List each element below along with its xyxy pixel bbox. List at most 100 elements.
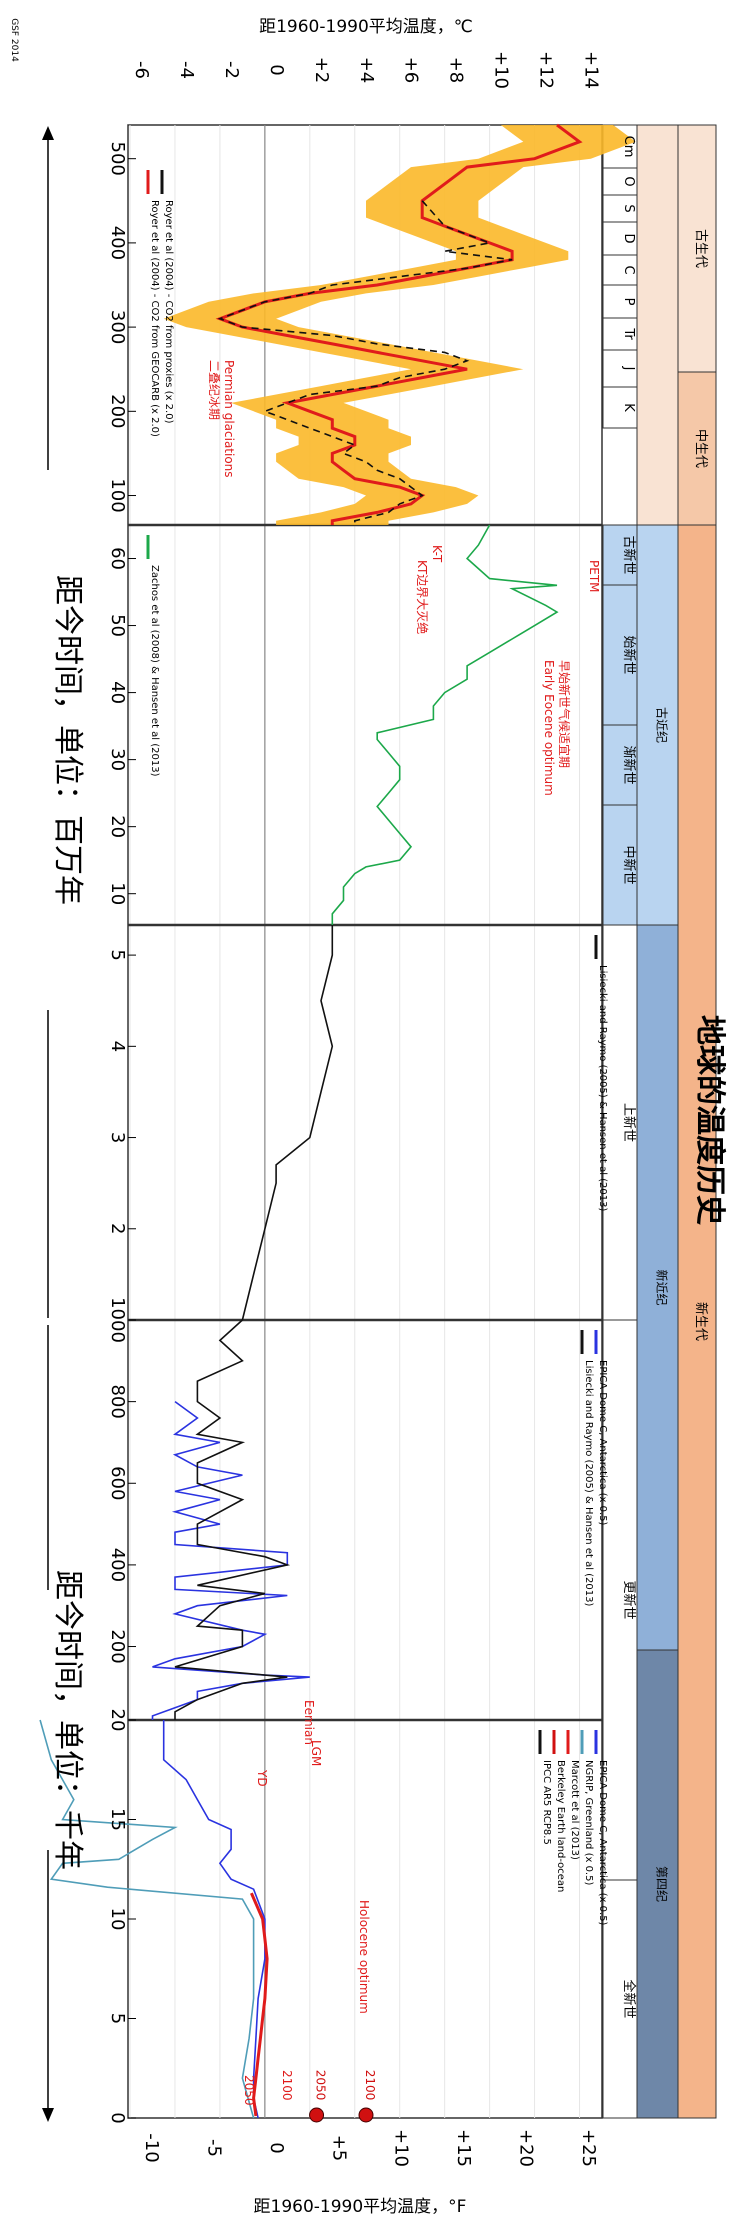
annotation-label: Permian glaciations	[222, 360, 236, 478]
legend-entry: Lisiecki and Raymo (2005) & Hansen et al…	[583, 1360, 594, 1607]
legend-entry: Zachos et al (2008) & Hansen et al (2013…	[149, 565, 160, 777]
fahrenheit-tick-label: +10	[391, 2129, 412, 2167]
projection-label: 2100	[363, 2070, 377, 2101]
period-code-label: Tr	[621, 327, 636, 340]
period-band	[636, 1649, 679, 2119]
time-tick-label: 100	[107, 478, 128, 512]
time-tick-label: 400	[107, 1548, 128, 1582]
epoch-label: 渐新世	[621, 745, 637, 784]
epoch-cell	[602, 524, 638, 586]
time-tick-label: 200	[107, 394, 128, 428]
period-code-label: K	[621, 403, 636, 412]
period-label: 第四纪	[655, 1866, 669, 1902]
time-tick-label: 5	[107, 2013, 128, 2024]
time-tick-label: 3	[107, 1132, 128, 1143]
celsius-axis-label: 距1960-1990平均温度，℃	[259, 17, 473, 37]
celsius-tick-label: -2	[221, 61, 242, 79]
epoch-label: 更新世	[621, 1580, 637, 1619]
fahrenheit-tick-label: -10	[141, 2133, 162, 2162]
period-code-label: C	[621, 265, 636, 274]
epoch-label: 始新世	[621, 635, 637, 674]
era-band	[677, 371, 717, 526]
time-tick-label: 200	[107, 1629, 128, 1663]
time-tick-label: 60	[107, 547, 128, 570]
period-code-cell	[602, 254, 638, 286]
time-tick-label: 1000	[107, 1297, 128, 1343]
epoch-label: 古新世	[621, 535, 637, 574]
annotation-label: 2050	[242, 2075, 256, 2106]
era-label: 中生代	[693, 429, 708, 468]
period-code-label: D	[621, 233, 636, 243]
celsius-tick-label: +10	[491, 51, 512, 89]
time-tick-label: 40	[107, 681, 128, 704]
era-label: 古生代	[693, 229, 708, 268]
period-code-label: J	[621, 366, 636, 371]
time-tick-label: 15	[107, 1808, 128, 1831]
celsius-tick-label: +12	[536, 51, 557, 89]
time-tick-label: 50	[107, 614, 128, 637]
series-line	[217, 200, 513, 525]
legend-entry: NGRIP, Greenland (x 0.5)	[583, 1760, 594, 1885]
series-line	[250, 1892, 269, 2117]
period-code-label: S	[621, 204, 636, 212]
period-label: 新近纪	[655, 1269, 670, 1305]
legend-entry: Lisiecki and Raymo (2005) & Hansen et al…	[597, 965, 608, 1212]
arrowhead	[42, 126, 54, 140]
celsius-tick-label: +4	[356, 57, 377, 84]
period-code-label: P	[621, 298, 636, 306]
celsius-tick-label: +14	[581, 51, 602, 89]
time-tick-label: 4	[107, 1041, 128, 1052]
annotation-label: 早始新世气候适宜期	[557, 660, 572, 768]
time-tick-label: 20	[107, 1709, 128, 1732]
epoch-cell	[602, 1319, 638, 1881]
annotation-label: KT边界大灭绝	[415, 560, 430, 634]
epoch-label: 全新世	[621, 1979, 637, 2018]
fahrenheit-tick-label: 0	[266, 2142, 287, 2153]
period-code-cell	[602, 194, 638, 223]
credit-label: GSF 2014	[9, 18, 19, 62]
time-tick-label: 10	[107, 1908, 128, 1931]
legend-entry: Marcott et al (2013)	[569, 1760, 580, 1860]
annotation-label: PETM	[587, 560, 601, 593]
arrowhead	[42, 2108, 54, 2122]
fahrenheit-tick-label: +5	[328, 2135, 349, 2162]
time-tick-label: 300	[107, 310, 128, 344]
time-tick-label: 2	[107, 1223, 128, 1234]
fahrenheit-tick-label: +25	[578, 2129, 599, 2167]
epoch-label: 中新世	[621, 845, 637, 884]
legend-entry: Royer et al (2004) - CO2 from GEOCARB (x…	[149, 200, 160, 437]
chart-title: 地球的温度历史	[692, 1015, 727, 1225]
annotation-label: Eemian	[302, 1700, 316, 1745]
annotation-label: Holocene optimum	[357, 1900, 371, 2014]
time-tick-label: 20	[107, 815, 128, 838]
epoch-cell	[602, 724, 638, 806]
era-band	[677, 124, 717, 373]
fahrenheit-axis-label: 距1960-1990平均温度，°F	[254, 2197, 467, 2217]
annotation-label: 二叠纪冰期	[207, 360, 221, 420]
era-band	[677, 524, 717, 2119]
period-code-cell	[602, 386, 638, 429]
annotation-label: LGM	[309, 1740, 323, 1766]
series-line	[151, 1400, 310, 1720]
celsius-tick-label: +8	[446, 57, 467, 84]
annotation-label: 2100	[280, 2070, 294, 2101]
series-line	[241, 925, 334, 1321]
time-tick-label: 0	[107, 2112, 128, 2123]
time-tick-label: 800	[107, 1384, 128, 1418]
projection-point	[309, 2107, 325, 2123]
annotation-label: K-T	[430, 545, 444, 563]
series-line	[162, 1720, 266, 2119]
projection-label: 2050	[314, 2070, 328, 2101]
time-tick-label: 500	[107, 142, 128, 176]
period-label: 古近纪	[655, 707, 670, 743]
time-tick-label: 600	[107, 1466, 128, 1500]
fahrenheit-tick-label: -5	[203, 2139, 224, 2157]
epoch-label: 上新世	[621, 1103, 637, 1142]
celsius-tick-label: +2	[311, 57, 332, 84]
series-line	[39, 1719, 255, 2119]
period-code-label: O	[621, 176, 636, 186]
projection-point	[358, 2107, 374, 2123]
celsius-tick-label: 0	[266, 64, 287, 75]
epoch-cell	[602, 584, 638, 726]
